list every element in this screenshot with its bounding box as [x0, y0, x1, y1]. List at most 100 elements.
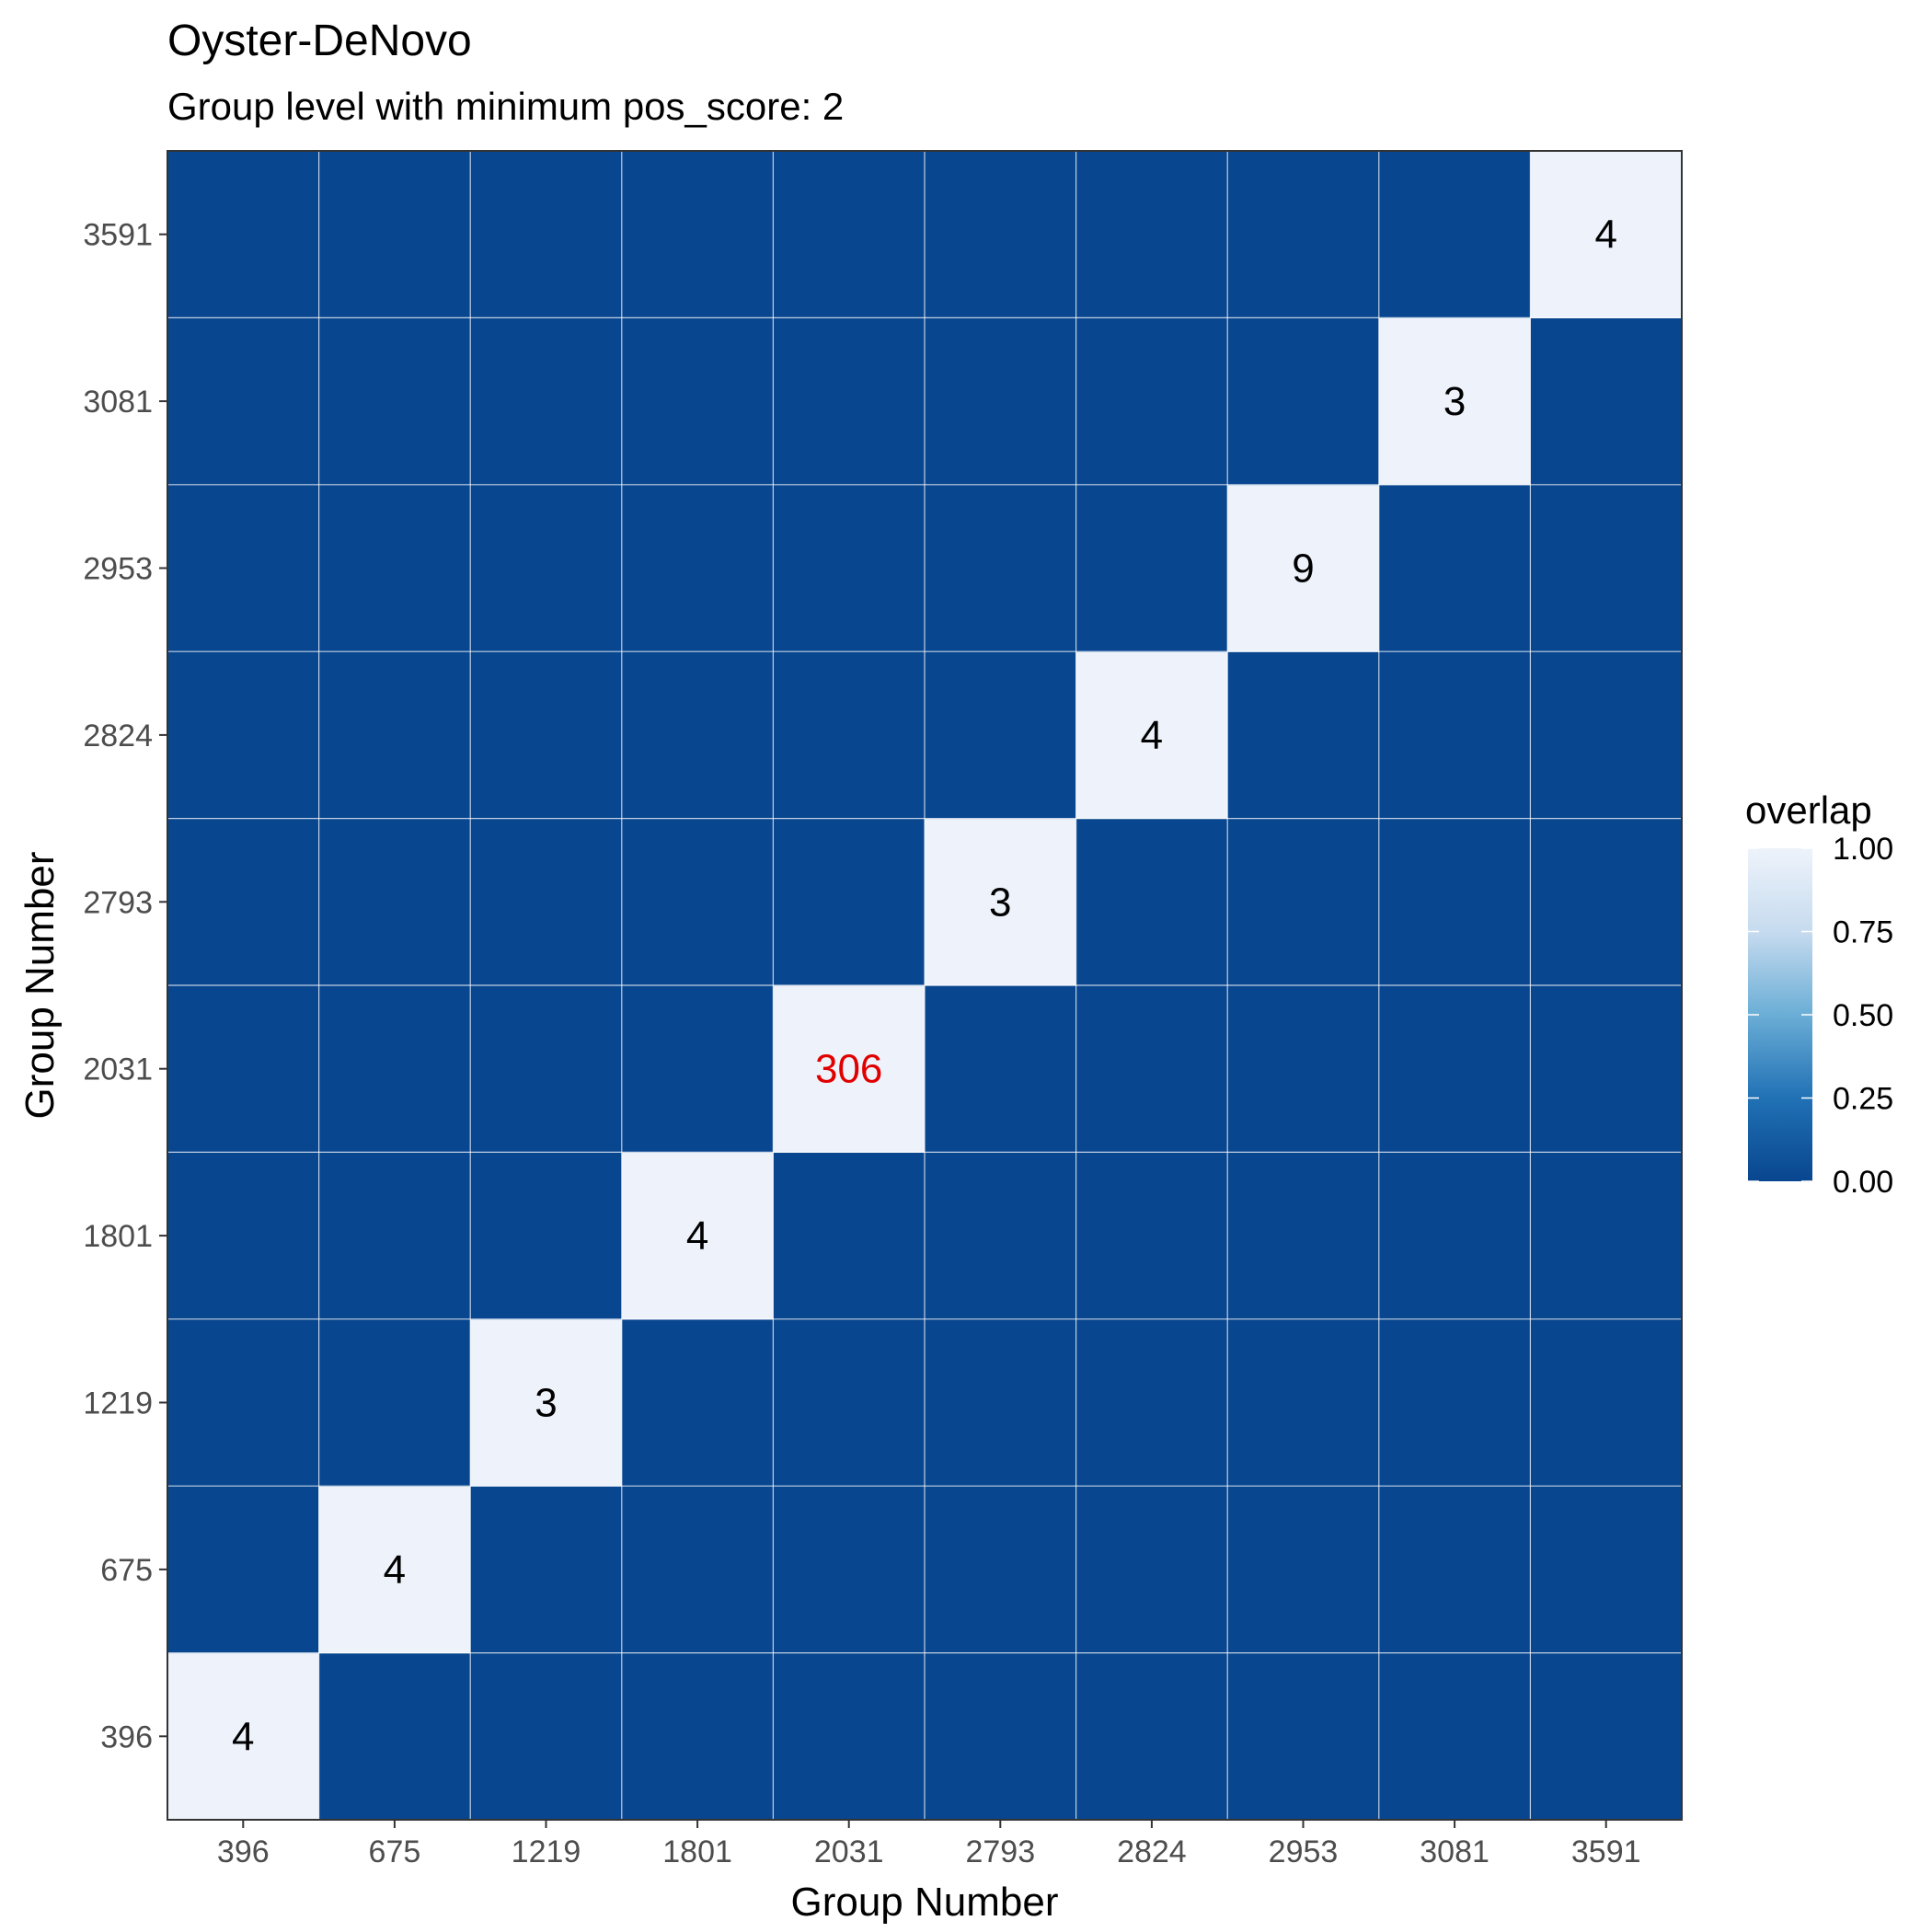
y-tick-label: 675: [100, 1553, 153, 1588]
heatmap-cell: [621, 151, 774, 318]
heatmap-cell: [1530, 1318, 1683, 1487]
heatmap-cell: [470, 1486, 623, 1654]
heatmap-cell: [470, 151, 623, 318]
heatmap-cell: [621, 651, 774, 820]
heatmap-cell: [1378, 151, 1531, 318]
heatmap-cell: [1227, 1152, 1380, 1320]
heatmap-cell: [1530, 818, 1683, 986]
cell-labels: 4 4 3 4 306 3 4 9 3 4: [232, 213, 1617, 1760]
heatmap-cell: [470, 484, 623, 652]
heatmap-cell: [1378, 985, 1531, 1153]
heatmap-cell: [318, 484, 471, 652]
heatmap-cell: [1075, 317, 1228, 486]
heatmap-cell: [1530, 1152, 1683, 1320]
heatmap-cell: [773, 985, 926, 1153]
heatmap-cell: [318, 1152, 471, 1320]
heatmap-cell: [470, 651, 623, 820]
heatmap-cell: [318, 1318, 471, 1487]
x-axis: 396 675 1219 1801 2031 2793 2824 2953 3081 3591: [217, 1820, 1641, 1869]
heatmap-cell: [318, 818, 471, 986]
heatmap-cell: [167, 151, 320, 318]
heatmap-cell: [1378, 484, 1531, 652]
heatmap-cell: [925, 151, 1077, 318]
heatmap-cell: [167, 1486, 320, 1654]
heatmap-cell: [1530, 985, 1683, 1153]
x-tick-label: 675: [369, 1834, 421, 1869]
x-tick-label: 1219: [512, 1834, 581, 1869]
legend: overlap 0.00 0.25 0.50 0.75 1.00: [1745, 788, 1893, 1200]
cell-value-label: 3: [535, 1381, 557, 1426]
legend-ticks: 0.00 0.25 0.50 0.75 1.00: [1748, 832, 1893, 1200]
cell-value-label: 9: [1292, 546, 1314, 592]
heatmap-cell: [773, 484, 926, 652]
grid-lines: [167, 151, 1682, 1820]
heatmap-cell: [1075, 484, 1228, 652]
heatmap-cell: [621, 1486, 774, 1654]
y-tick-label: 3081: [83, 385, 153, 420]
cell-value-label: 4: [232, 1714, 254, 1759]
heatmap-cell: [167, 1652, 320, 1821]
heatmap-cell: [925, 484, 1077, 652]
heatmap-cell: [167, 651, 320, 820]
y-axis: 396 675 1219 1801 2031 2793 2824 2953 3081 3591: [83, 218, 167, 1754]
x-axis-label: Group Number: [790, 1880, 1058, 1925]
y-tick-label: 3591: [83, 218, 153, 253]
cell-value-label: 3: [989, 880, 1011, 925]
heatmap-cell: [318, 651, 471, 820]
heatmap-cell: [1227, 1486, 1380, 1654]
heatmap-cell: [318, 1652, 471, 1821]
heatmap-cell: [470, 317, 623, 486]
x-tick-label: 2953: [1269, 1834, 1339, 1869]
heatmap-cell: [773, 317, 926, 486]
heatmap-cell: [318, 317, 471, 486]
heatmap-cell: [1075, 151, 1228, 318]
heatmap-cell: [773, 1152, 926, 1320]
heatmap-cell: [1378, 1318, 1531, 1487]
y-tick-label: 1801: [83, 1219, 153, 1254]
heatmap-cell: [621, 1652, 774, 1821]
y-tick-label: 396: [100, 1719, 153, 1754]
heatmap-cells: [167, 151, 1683, 1821]
x-tick-label: 396: [217, 1834, 270, 1869]
plot-border: [167, 150, 1683, 1821]
heatmap-cell: [1378, 818, 1531, 986]
heatmap-cell: [167, 818, 320, 986]
cell-value-label: 4: [1141, 713, 1163, 758]
heatmap-cell: [773, 818, 926, 986]
chart-title: Oyster-DeNovo: [167, 17, 472, 65]
chart-subtitle: Group level with minimum pos_score: 2: [167, 85, 844, 128]
heatmap-cell: [1530, 151, 1683, 318]
heatmap-cell: [925, 1152, 1077, 1320]
heatmap-cell: [1075, 1152, 1228, 1320]
heatmap-cell: [1227, 484, 1380, 652]
heatmap-cell: [925, 818, 1077, 986]
heatmap-cell: [925, 317, 1077, 486]
heatmap-cell: [1227, 818, 1380, 986]
y-tick-label: 2824: [83, 719, 153, 753]
heatmap-cell: [318, 151, 471, 318]
heatmap-cell: [167, 1152, 320, 1320]
x-tick-label: 2793: [965, 1834, 1035, 1869]
heatmap-cell: [1530, 651, 1683, 820]
heatmap-cell: [1530, 484, 1683, 652]
heatmap-cell: [470, 818, 623, 986]
legend-title: overlap: [1745, 788, 1872, 832]
heatmap-cell: [1378, 1152, 1531, 1320]
heatmap-cell: [621, 484, 774, 652]
legend-tick-label: 0.00: [1833, 1165, 1893, 1200]
heatmap-cell: [1378, 1486, 1531, 1654]
heatmap-cell: [167, 1318, 320, 1487]
heatmap-cell: [318, 985, 471, 1153]
heatmap-cell: [773, 151, 926, 318]
heatmap-cell: [1075, 1486, 1228, 1654]
heatmap-cell: [621, 1318, 774, 1487]
heatmap-cell: [621, 985, 774, 1153]
y-tick-label: 2793: [83, 885, 153, 920]
heatmap-cell: [470, 985, 623, 1153]
heatmap-cell: [1378, 1652, 1531, 1821]
x-tick-label: 2031: [814, 1834, 884, 1869]
heatmap-cell: [925, 1652, 1077, 1821]
heatmap-cell: [925, 651, 1077, 820]
heatmap-cell: [1378, 651, 1531, 820]
